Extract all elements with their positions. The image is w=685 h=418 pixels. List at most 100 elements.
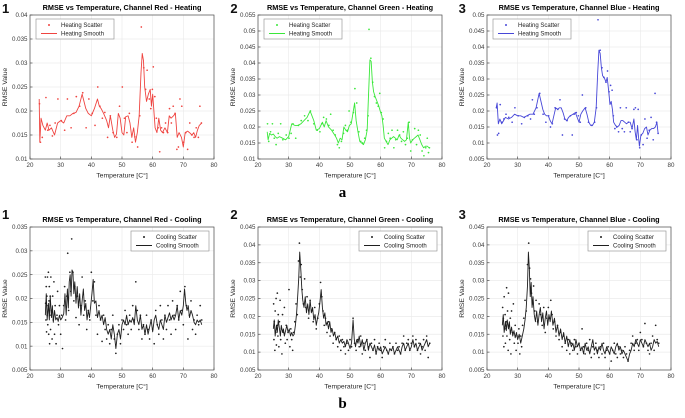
svg-text:Heating Scatter: Heating Scatter [289, 23, 330, 29]
svg-text:0.02: 0.02 [244, 124, 257, 131]
row-caption-b: b [338, 395, 347, 412]
svg-text:Cooling Smooth: Cooling Smooth [384, 244, 427, 250]
svg-text:0.02: 0.02 [15, 108, 28, 115]
svg-text:0.005: 0.005 [469, 156, 485, 163]
svg-text:RMSE Value: RMSE Value [459, 279, 466, 318]
svg-text:50: 50 [575, 373, 582, 380]
svg-text:30: 30 [514, 373, 521, 380]
subplot-red-cooling: 1 20 30 40 50 60 70 80 0.005 0.01 0.015 0.02 0.025 0… [0, 202, 228, 392]
svg-text:80: 80 [439, 162, 446, 169]
svg-text:0.05: 0.05 [244, 28, 257, 35]
svg-text:Cooling Smooth: Cooling Smooth [613, 244, 656, 250]
svg-text:0.04: 0.04 [472, 242, 485, 249]
svg-text:0.015: 0.015 [240, 331, 256, 338]
svg-text:0.03: 0.03 [244, 278, 257, 285]
svg-text:0.005: 0.005 [12, 367, 28, 374]
svg-text:Temperature [C°]: Temperature [C°] [325, 172, 377, 180]
subplot-red-heating: 1 20 30 40 50 60 70 80 0.01 0.015 0.02 0.025 0.03 0.… [0, 2, 228, 185]
subplot-blue-heating: 3 20 30 40 50 60 70 80 0.005 0.01 0.015 0.02 0.025 0… [457, 2, 685, 185]
svg-text:30: 30 [286, 373, 293, 380]
svg-text:0.045: 0.045 [240, 44, 256, 51]
panel-number: 3 [458, 1, 466, 16]
svg-text:30: 30 [514, 162, 521, 169]
chart-blue-heating: 20 30 40 50 60 70 80 0.005 0.01 0.015 0.02 0.025 0.0… [459, 3, 675, 180]
svg-text:0.035: 0.035 [240, 76, 256, 83]
subplot-green-cooling: 2 20 30 40 50 60 70 80 0.005 0.01 0.015 0.02 0.025 0… [228, 202, 456, 392]
svg-text:0.01: 0.01 [15, 343, 28, 350]
svg-text:20: 20 [255, 162, 262, 169]
svg-text:0.055: 0.055 [240, 12, 256, 19]
svg-text:0.035: 0.035 [469, 260, 485, 267]
svg-text:Heating Smooth: Heating Smooth [518, 32, 561, 38]
svg-text:40: 40 [545, 162, 552, 169]
svg-text:40: 40 [88, 162, 95, 169]
svg-text:0.01: 0.01 [244, 349, 257, 356]
svg-text:0.015: 0.015 [469, 124, 485, 131]
svg-text:40: 40 [316, 373, 323, 380]
svg-text:0.025: 0.025 [240, 108, 256, 115]
svg-text:0.03: 0.03 [15, 60, 28, 67]
svg-text:80: 80 [211, 373, 218, 380]
svg-text:RMSE vs Temperature, Channel R: RMSE vs Temperature, Channel Red - Cooli… [42, 215, 201, 224]
svg-text:Heating Smooth: Heating Smooth [61, 32, 104, 38]
svg-text:20: 20 [27, 162, 34, 169]
svg-text:30: 30 [286, 162, 293, 169]
svg-text:Heating Scatter: Heating Scatter [518, 23, 559, 29]
svg-text:20: 20 [483, 373, 490, 380]
svg-text:Temperature [C°]: Temperature [C°] [553, 172, 605, 180]
svg-text:70: 70 [408, 162, 415, 169]
svg-text:0.025: 0.025 [469, 92, 485, 99]
svg-text:Cooling Scatter: Cooling Scatter [156, 235, 197, 241]
heating-row: 1 20 30 40 50 60 70 80 0.01 0.015 0.02 0.025 0.03 0.… [0, 2, 685, 185]
svg-text:0.04: 0.04 [472, 44, 485, 51]
panel-number: 2 [230, 1, 238, 16]
svg-text:60: 60 [378, 373, 385, 380]
svg-text:40: 40 [88, 373, 95, 380]
subplot-blue-cooling: 3 20 30 40 50 60 70 80 0.005 0.01 0.015 0.02 0.025 0… [457, 202, 685, 392]
svg-text:0.035: 0.035 [12, 224, 28, 231]
svg-text:40: 40 [545, 373, 552, 380]
svg-text:50: 50 [119, 162, 126, 169]
svg-text:0.025: 0.025 [469, 296, 485, 303]
svg-text:0.02: 0.02 [472, 108, 485, 115]
svg-text:RMSE vs Temperature, Channel R: RMSE vs Temperature, Channel Red - Heati… [43, 3, 202, 12]
svg-text:Cooling Smooth: Cooling Smooth [156, 244, 199, 250]
svg-text:RMSE Value: RMSE Value [2, 68, 9, 107]
svg-text:0.02: 0.02 [472, 313, 485, 320]
panel-number: 1 [2, 207, 10, 222]
svg-text:0.03: 0.03 [472, 278, 485, 285]
svg-text:Temperature [C°]: Temperature [C°] [553, 383, 605, 391]
svg-text:0.035: 0.035 [12, 36, 28, 43]
svg-text:80: 80 [211, 162, 218, 169]
svg-text:RMSE vs Temperature, Channel G: RMSE vs Temperature, Channel Green - Coo… [267, 215, 434, 224]
svg-text:50: 50 [347, 373, 354, 380]
row-caption-a: a [338, 185, 347, 201]
svg-text:70: 70 [637, 373, 644, 380]
svg-text:30: 30 [57, 162, 64, 169]
svg-text:0.015: 0.015 [469, 331, 485, 338]
svg-text:Temperature [C°]: Temperature [C°] [96, 383, 148, 391]
svg-text:60: 60 [149, 373, 156, 380]
svg-text:0.03: 0.03 [244, 92, 257, 99]
svg-text:0.015: 0.015 [12, 132, 28, 139]
chart-green-heating: 20 30 40 50 60 70 80 0.01 0.015 0.02 0.025 0.03 0.03… [230, 3, 446, 180]
svg-text:60: 60 [606, 373, 613, 380]
svg-text:0.01: 0.01 [472, 349, 485, 356]
svg-text:Cooling Scatter: Cooling Scatter [613, 235, 654, 241]
svg-text:50: 50 [119, 373, 126, 380]
svg-text:Heating Smooth: Heating Smooth [289, 32, 332, 38]
svg-text:0.05: 0.05 [472, 12, 485, 19]
svg-text:0.03: 0.03 [472, 76, 485, 83]
svg-text:70: 70 [180, 162, 187, 169]
svg-text:RMSE vs Temperature, Channel B: RMSE vs Temperature, Channel Blue - Cool… [498, 215, 659, 224]
svg-text:0.04: 0.04 [244, 60, 257, 67]
svg-text:80: 80 [439, 373, 446, 380]
svg-text:Heating Scatter: Heating Scatter [61, 23, 102, 29]
svg-text:RMSE Value: RMSE Value [230, 279, 237, 318]
chart-red-cooling: 20 30 40 50 60 70 80 0.005 0.01 0.015 0.02 0.025 0.0… [2, 215, 218, 391]
svg-text:0.01: 0.01 [244, 156, 257, 163]
svg-text:0.045: 0.045 [240, 224, 256, 231]
svg-text:0.025: 0.025 [240, 296, 256, 303]
svg-text:0.045: 0.045 [469, 224, 485, 231]
svg-text:0.02: 0.02 [244, 313, 257, 320]
